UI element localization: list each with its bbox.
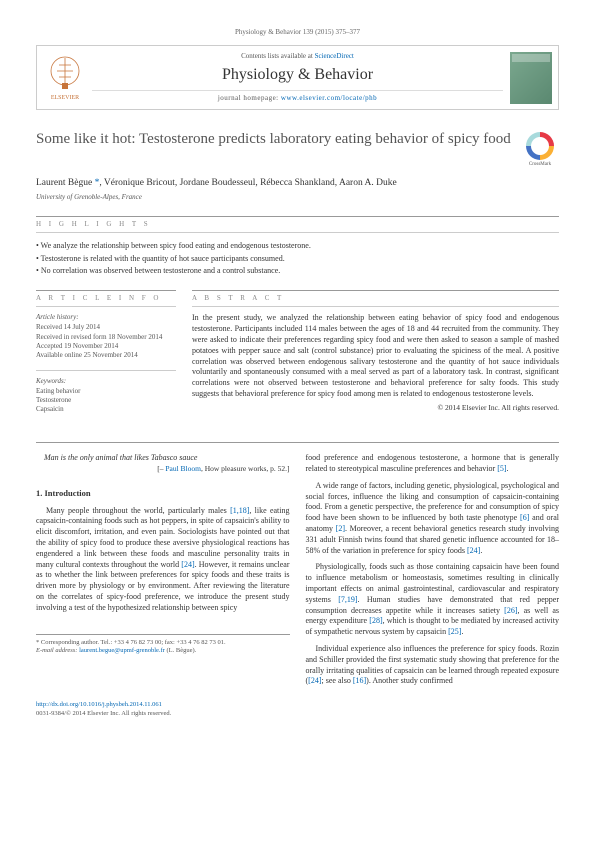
highlights-label: H I G H L I G H T S <box>36 216 559 233</box>
article-info-label: A R T I C L E I N F O <box>36 290 176 307</box>
article-history: Article history: Received 14 July 2014 R… <box>36 313 176 359</box>
abstract-label: A B S T R A C T <box>192 290 559 307</box>
ref-link[interactable]: [25] <box>448 627 461 636</box>
article-title: Some like it hot: Testosterone predicts … <box>36 130 511 150</box>
doi-link[interactable]: http://dx.doi.org/10.1016/j.physbeh.2014… <box>36 701 162 708</box>
journal-cover <box>503 46 558 109</box>
paragraph: food preference and endogenous testoster… <box>306 453 560 475</box>
ref-link[interactable]: [5] <box>497 464 506 473</box>
paragraph: A wide range of factors, including genet… <box>306 481 560 557</box>
ref-link[interactable]: [16] <box>353 676 366 685</box>
paragraph: Physiologically, foods such as those con… <box>306 562 560 638</box>
crossmark-badge[interactable]: CrossMark <box>521 132 559 169</box>
ref-link[interactable]: [28] <box>369 616 382 625</box>
ref-link[interactable]: [2] <box>336 524 345 533</box>
ref-link[interactable]: [7,19] <box>338 595 357 604</box>
contents-line: Contents lists available at ScienceDirec… <box>92 52 503 61</box>
ref-link[interactable]: [26] <box>504 606 517 615</box>
ref-link[interactable]: [1,18] <box>230 506 249 515</box>
elsevier-logo: ELSEVIER <box>37 46 92 109</box>
paragraph: Many people throughout the world, partic… <box>36 506 290 614</box>
email-link[interactable]: laurent.begue@upmf-grenoble.fr <box>79 647 165 654</box>
svg-text:ELSEVIER: ELSEVIER <box>50 95 78 101</box>
doi-footer: http://dx.doi.org/10.1016/j.physbeh.2014… <box>36 701 559 718</box>
ref-link[interactable]: [6] <box>520 513 529 522</box>
affiliation: University of Grenoble-Alpes, France <box>36 193 559 202</box>
column-left: Man is the only animal that likes Tabasc… <box>36 453 290 693</box>
journal-header: ELSEVIER Contents lists available at Sci… <box>36 45 559 110</box>
highlight-item: We analyze the relationship between spic… <box>36 241 559 251</box>
homepage-link[interactable]: www.elsevier.com/locate/phb <box>281 94 377 102</box>
column-right: food preference and endogenous testoster… <box>306 453 560 693</box>
corresponding-footnote: * Corresponding author. Tel.: +33 4 76 8… <box>36 639 290 648</box>
homepage-line: journal homepage: www.elsevier.com/locat… <box>92 90 503 103</box>
ref-link[interactable]: [24] <box>308 676 321 685</box>
highlight-item: No correlation was observed between test… <box>36 266 559 276</box>
highlight-item: Testosterone is related with the quantit… <box>36 254 559 264</box>
epigraph: Man is the only animal that likes Tabasc… <box>36 453 290 474</box>
bloom-ref[interactable]: Paul Bloom <box>165 464 201 473</box>
copyright: © 2014 Elsevier Inc. All rights reserved… <box>192 403 559 413</box>
email-line: E-mail address: laurent.begue@upmf-greno… <box>36 647 290 656</box>
sciencedirect-link[interactable]: ScienceDirect <box>315 52 354 60</box>
ref-link[interactable]: [24] <box>181 560 194 569</box>
authors: Laurent Bègue *, Véronique Bricout, Jord… <box>36 177 559 189</box>
keywords: Keywords: Eating behavior Testosterone C… <box>36 370 176 414</box>
highlights-list: We analyze the relationship between spic… <box>36 241 559 276</box>
paragraph: Individual experience also influences th… <box>306 644 560 687</box>
page-meta: Physiology & Behavior 139 (2015) 375–377 <box>36 28 559 37</box>
abstract-text: In the present study, we analyzed the re… <box>192 313 559 399</box>
section-heading: 1. Introduction <box>36 488 290 499</box>
journal-name: Physiology & Behavior <box>92 65 503 86</box>
ref-link[interactable]: [24] <box>467 546 480 555</box>
